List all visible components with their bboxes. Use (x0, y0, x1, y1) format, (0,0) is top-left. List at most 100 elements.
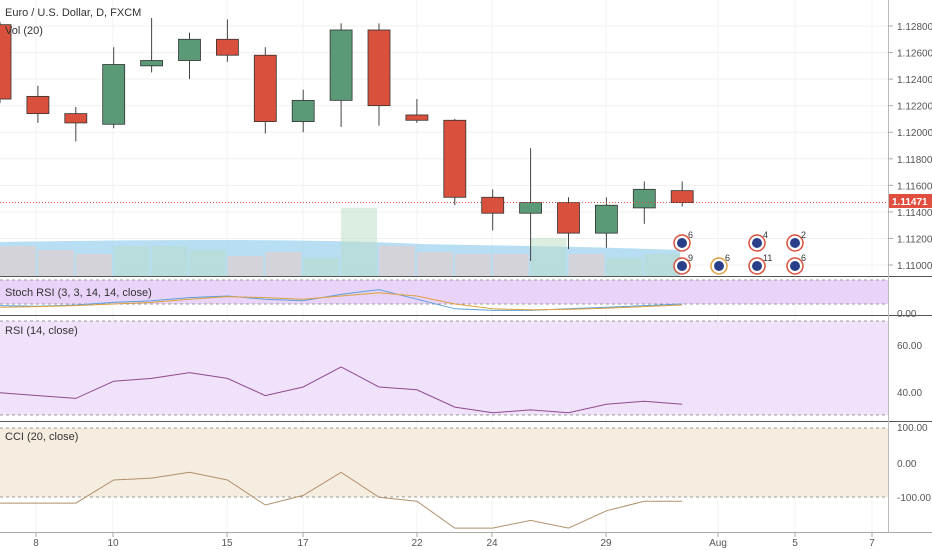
time-tick-label: 15 (221, 538, 233, 549)
candle[interactable] (595, 197, 618, 248)
event-marker-eu[interactable]: 6 (673, 230, 693, 252)
candle[interactable] (519, 148, 542, 262)
candle[interactable] (367, 23, 391, 126)
price-tick-label: 1.12800 (897, 22, 932, 33)
time-axis[interactable]: 8 10 15 17 22 24 29 Aug 5 7 (33, 533, 875, 549)
candle-body (64, 113, 88, 124)
candle-body (291, 99, 315, 122)
event-count: 11 (763, 253, 772, 263)
candle[interactable] (64, 106, 88, 142)
stoch-rsi-lines (0, 289, 683, 311)
price-tick-label: 1.11600 (897, 181, 932, 192)
rsi-series-line (0, 366, 683, 414)
volume-bar (416, 252, 453, 276)
event-count: 6 (725, 253, 730, 263)
volume-bar (606, 258, 643, 276)
candle-body (519, 202, 542, 214)
time-tick-label: 8 (33, 538, 39, 549)
candle[interactable] (178, 32, 201, 80)
flag-icon (752, 261, 762, 271)
time-tick-label: 17 (297, 538, 309, 549)
candle-body (178, 38, 201, 61)
candle[interactable] (291, 89, 315, 133)
volume-bar (492, 254, 529, 276)
volume-bar (379, 246, 415, 276)
volume-bar (227, 256, 264, 276)
candle[interactable] (329, 23, 353, 127)
event-count: 4 (763, 230, 768, 240)
candle-body (329, 29, 353, 101)
current-price-label: 1.11471 (892, 197, 928, 208)
event-marker-eu[interactable]: 2 (786, 230, 806, 252)
stoch-axis-tick: 0.00 (897, 309, 917, 320)
candle[interactable] (253, 47, 277, 134)
rsi-axis-tick-40: 40.00 (897, 388, 922, 399)
volume-bar (530, 238, 567, 276)
flag-icon (714, 261, 724, 271)
candle-body (0, 24, 12, 100)
stoch-d-line (0, 292, 683, 311)
current-price-tag (889, 194, 932, 208)
volume-bar (454, 254, 491, 276)
rsi-line (0, 366, 683, 414)
candle-body (557, 202, 580, 234)
volume-bar (113, 246, 150, 276)
cci-title: CCI (20, close) (5, 431, 78, 443)
candle-body (102, 64, 126, 125)
time-tick-label: 29 (600, 538, 612, 549)
candlestick-series[interactable] (0, 18, 694, 262)
candle[interactable] (215, 19, 239, 62)
rsi-title: RSI (14, close) (5, 325, 78, 337)
price-tick-label: 1.12600 (897, 49, 932, 60)
stoch-rsi-band (0, 280, 888, 304)
event-marker-us[interactable]: 6 (710, 253, 730, 275)
event-count: 9 (688, 253, 693, 263)
price-tick-label: 1.11200 (897, 234, 932, 245)
cci-band (0, 428, 888, 497)
candle[interactable] (0, 22, 12, 104)
price-tick-label: 1.11400 (897, 208, 932, 219)
candle-body (632, 188, 656, 209)
event-marker-us[interactable]: 11 (748, 253, 772, 275)
event-marker-us[interactable]: 6 (786, 253, 806, 275)
volume-bar (189, 250, 226, 276)
volume-label: Vol (20) (5, 25, 43, 37)
candle-body (26, 95, 50, 115)
candle[interactable] (405, 99, 429, 123)
rsi-axis-tick-60: 60.00 (897, 341, 922, 352)
event-marker-us[interactable]: 9 (673, 253, 693, 275)
candle-body (215, 38, 239, 56)
candle-body (367, 29, 391, 107)
economic-events[interactable]: 6 4 2 9 6 11 6 (673, 230, 806, 275)
candle[interactable] (481, 189, 505, 231)
price-tick-label: 1.11800 (897, 155, 932, 166)
flag-icon (677, 261, 687, 271)
time-tick-label: 7 (869, 538, 875, 549)
flag-icon (790, 261, 800, 271)
event-count: 6 (688, 230, 693, 240)
event-marker-eu[interactable]: 4 (748, 230, 768, 252)
time-tick-label: 22 (411, 538, 423, 549)
volume-bar (75, 254, 112, 276)
candle[interactable] (102, 47, 126, 129)
candle-body (443, 119, 467, 198)
candle[interactable] (443, 118, 467, 206)
cci-axis-tick-minus100: -100.00 (897, 493, 931, 504)
candle[interactable] (557, 197, 580, 250)
candle[interactable] (670, 181, 694, 207)
flag-icon (752, 238, 762, 248)
candle[interactable] (632, 181, 656, 224)
price-tick-label: 1.12400 (897, 75, 932, 86)
candle[interactable] (26, 85, 50, 123)
volume-bar (568, 254, 605, 276)
time-tick-label: 10 (107, 538, 119, 549)
stoch-rsi-title: Stoch RSI (3, 3, 14, 14, close) (5, 287, 152, 299)
cci-axis-tick-100: 100.00 (897, 423, 928, 434)
price-axis[interactable]: 1.12800 1.12600 1.12400 1.12200 1.12000 1.118… (888, 22, 932, 272)
time-tick-label: 5 (792, 538, 798, 549)
volume-bar (0, 246, 36, 276)
event-count: 6 (801, 253, 806, 263)
symbol-title: Euro / U.S. Dollar, D, FXCM (5, 7, 141, 19)
candle[interactable] (140, 18, 164, 73)
